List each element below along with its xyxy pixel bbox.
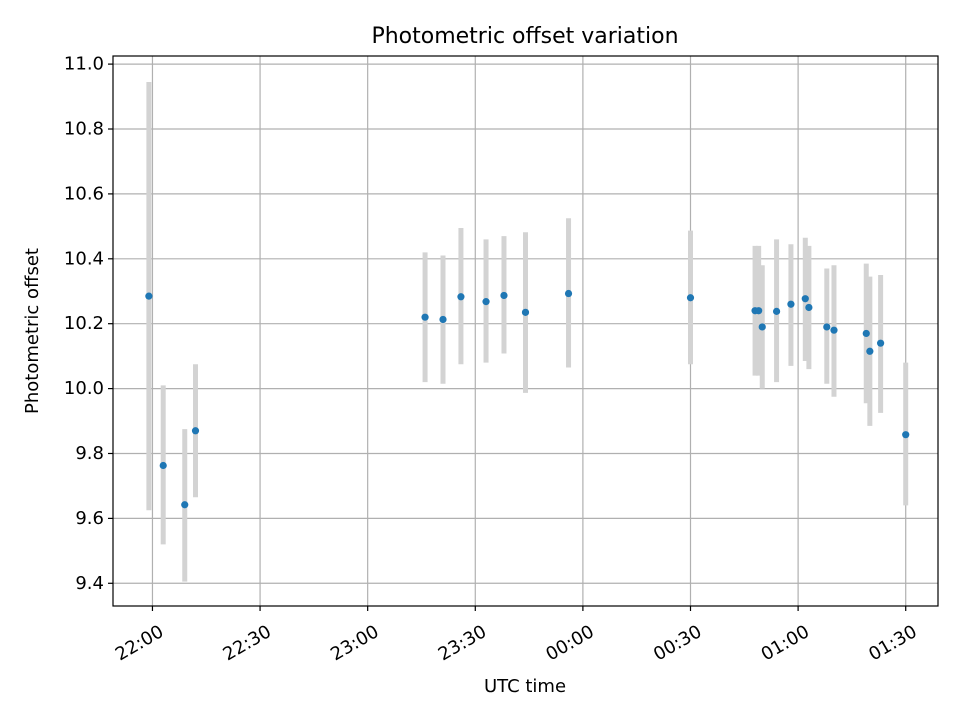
y-tick-label: 10.0 [64,378,104,399]
data-point [159,461,167,470]
data-point [758,323,766,331]
data-point [830,326,838,334]
data-point [772,307,781,315]
data-point [805,303,813,312]
data-point [823,323,831,331]
data-point [482,298,490,306]
data-point [145,292,153,300]
data-point [191,427,200,435]
data-point [564,289,573,298]
data-point [500,291,508,300]
y-tick-label: 9.8 [75,443,104,464]
y-tick-label: 9.4 [75,573,104,594]
data-points [145,289,910,509]
chart-title: Photometric offset variation [371,24,678,49]
data-point [877,339,885,347]
data-point [787,300,795,308]
y-axis-label: Photometric offset [22,248,43,414]
y-tick-label: 11.0 [64,54,104,75]
y-tick-label: 10.4 [64,248,104,269]
data-point [902,431,910,439]
data-point [686,294,695,302]
data-point [457,293,465,301]
data-point [181,501,189,509]
y-tick-label: 9.6 [75,508,104,529]
data-point [801,295,809,303]
plot-frame [112,55,939,607]
data-point [521,308,530,316]
data-point [755,307,763,315]
y-tick-label: 10.8 [64,119,104,140]
data-point [439,315,447,324]
y-tick-label: 10.6 [64,183,104,204]
data-point [421,313,429,321]
x-axis-label: UTC time [484,676,566,697]
y-tick-label: 10.2 [64,313,104,334]
data-point [862,329,870,338]
data-point [866,347,874,355]
